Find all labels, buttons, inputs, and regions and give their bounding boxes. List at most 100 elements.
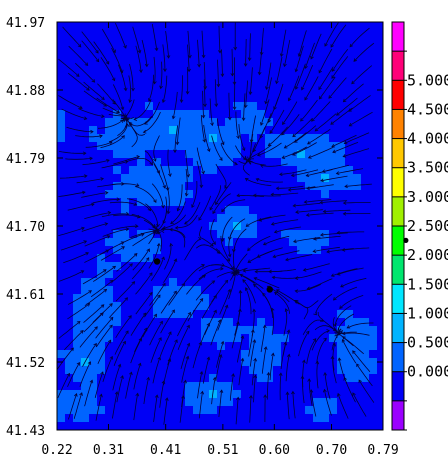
concentration-cell [265,342,273,350]
concentration-cell [89,126,97,134]
concentration-cell [201,382,209,390]
concentration-cell [225,158,233,166]
concentration-cell [241,206,249,214]
concentration-cell [321,238,329,246]
concentration-cell [89,374,97,382]
concentration-cell [201,158,209,166]
concentration-cell [361,326,369,334]
concentration-cell [369,358,377,366]
concentration-cell [137,246,145,254]
y-tick-label: 41.97 [6,16,45,31]
concentration-cell [225,334,233,342]
concentration-cell [137,166,145,174]
concentration-cell [177,174,185,182]
colorbar-label: 3.500 [407,159,448,177]
concentration-cell [241,126,249,134]
concentration-cell [233,390,241,398]
y-tick-label: 41.79 [6,152,45,167]
concentration-cell [353,182,361,190]
concentration-cell [361,350,369,358]
concentration-cell [225,390,233,398]
colorbar-segment [392,372,404,401]
y-tick-label: 41.43 [6,424,45,439]
colorbar-segment [392,343,404,372]
concentration-cell [225,230,233,238]
colorbar-segment [392,109,404,138]
concentration-cell [185,118,193,126]
concentration-cell [297,238,305,246]
concentration-cell [57,134,65,142]
concentration-cell [185,142,193,150]
concentration-cell [177,118,185,126]
concentration-cell [353,366,361,374]
concentration-cell [337,182,345,190]
colorbar-label: 0.500 [407,334,448,352]
concentration-cell [145,174,153,182]
concentration-cell [145,182,153,190]
concentration-cell [257,342,265,350]
concentration-cell [345,166,353,174]
concentration-cell [121,190,129,198]
concentration-cell [209,166,217,174]
concentration-cell [225,126,233,134]
concentration-cell [321,406,329,414]
x-tick-label: 0.70 [316,443,347,458]
colorbar-segment [392,139,404,168]
concentration-cell [145,134,153,142]
colorbar-segment [392,22,404,51]
concentration-cell [113,318,121,326]
concentration-cell [113,238,121,246]
concentration-cell [57,350,65,358]
concentration-cell [145,166,153,174]
concentration-cell [273,342,281,350]
concentration-cell [193,286,201,294]
high-concentration-cell [169,126,177,134]
concentration-cell [129,150,137,158]
concentration-cell [353,174,361,182]
concentration-cell [329,158,337,166]
concentration-cell [225,118,233,126]
concentration-cell [201,406,209,414]
concentration-cell [121,206,129,214]
concentration-cell [169,166,177,174]
concentration-cell [145,142,153,150]
concentration-cell [345,366,353,374]
concentration-cell [89,302,97,310]
concentration-cell [281,134,289,142]
concentration-cell [241,350,249,358]
concentration-cell [73,342,81,350]
concentration-cell [201,110,209,118]
concentration-cell [289,158,297,166]
concentration-cell [209,382,217,390]
concentration-cell [241,230,249,238]
concentration-cell [169,110,177,118]
concentration-cell [305,134,313,142]
site-marker [154,258,160,264]
concentration-cell [113,150,121,158]
concentration-cell [209,126,217,134]
concentration-cell [169,190,177,198]
concentration-cell [185,294,193,302]
concentration-cell [233,150,241,158]
colorbar-label: 5.000 [407,71,448,89]
concentration-cell [129,246,137,254]
concentration-cell [217,222,225,230]
y-tick-label: 41.52 [6,356,45,371]
concentration-cell [193,110,201,118]
concentration-cell [89,134,97,142]
x-tick-label: 0.60 [259,443,290,458]
concentration-cell [97,294,105,302]
concentration-cell [313,398,321,406]
concentration-cell [233,214,241,222]
concentration-cell [297,174,305,182]
concentration-cell [305,230,313,238]
concentration-cell [177,166,185,174]
concentration-cell [201,398,209,406]
concentration-cell [89,406,97,414]
concentration-cell [249,118,257,126]
concentration-cell [161,134,169,142]
concentration-cell [313,414,321,422]
concentration-cell [289,142,297,150]
